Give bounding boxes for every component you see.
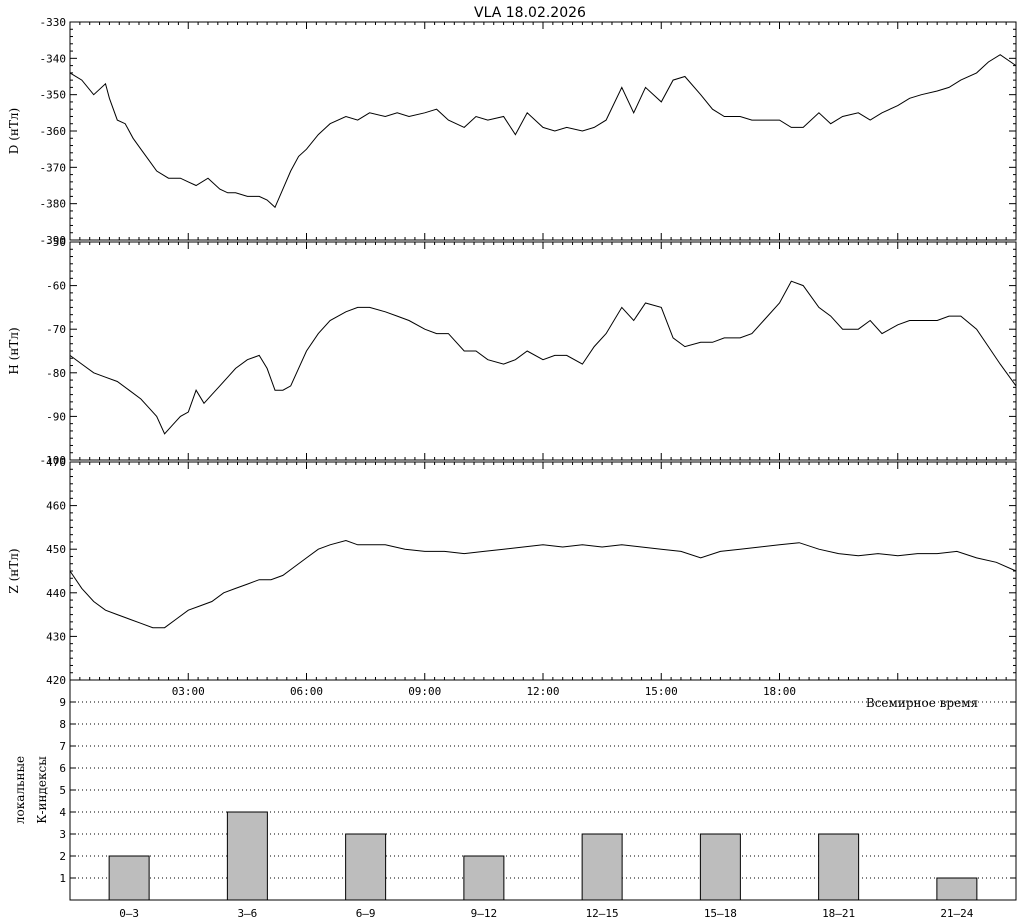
y-tick-label: -100 <box>40 454 67 467</box>
y-tick-label: 6 <box>59 762 66 775</box>
y-tick-label: 4 <box>59 806 66 819</box>
category-label: 3–6 <box>237 907 257 920</box>
category-label: 18–21 <box>822 907 855 920</box>
y-tick-label: -90 <box>46 410 66 423</box>
x-tick-label: 15:00 <box>645 685 678 698</box>
k-index-bar <box>226 811 268 901</box>
y-tick-label: -60 <box>46 280 66 293</box>
k-index-bar <box>936 877 978 901</box>
y-axis-label: D (нТл) <box>7 108 21 154</box>
k-index-bar <box>581 833 623 901</box>
y-tick-label: 5 <box>59 784 66 797</box>
y-axis-label: Z (нТл) <box>7 548 21 593</box>
y-tick-label: -390 <box>40 234 67 247</box>
panel-frame <box>69 679 1017 901</box>
k-index-bar <box>108 855 150 901</box>
category-label: 0–3 <box>119 907 139 920</box>
panel-frame <box>69 241 1017 461</box>
k-index-bar <box>345 833 387 901</box>
series-line <box>69 280 1017 435</box>
k-index-bar <box>818 833 860 901</box>
y-tick-label: 440 <box>46 587 66 600</box>
y-tick-label: -340 <box>40 52 67 65</box>
y-tick-label: -80 <box>46 367 66 380</box>
category-label: 21–24 <box>940 907 973 920</box>
k-index-bar <box>463 855 505 901</box>
y-tick-label: 430 <box>46 630 66 643</box>
chart-title: VLA 18.02.2026 <box>474 5 586 21</box>
y-tick-label: 450 <box>46 543 66 556</box>
x-tick-label: 06:00 <box>290 685 323 698</box>
y-tick-label: -330 <box>40 16 67 29</box>
y-axis-label: К-индексы <box>35 756 49 824</box>
panel-1: -50 -60 -70 -80 -90 -100 H (нТл) <box>7 236 1017 467</box>
x-tick-label: 12:00 <box>526 685 559 698</box>
y-tick-label: 1 <box>59 872 66 885</box>
panel-frame <box>69 21 1017 241</box>
x-axis-label: Всемирное время <box>866 696 978 710</box>
y-tick-label: 420 <box>46 674 66 687</box>
y-tick-label: 2 <box>59 850 66 863</box>
y-tick-label: 8 <box>59 718 66 731</box>
x-tick-label: 18:00 <box>763 685 796 698</box>
k-index-bar <box>699 833 741 901</box>
y-tick-label: 9 <box>59 696 66 709</box>
y-tick-label: -70 <box>46 323 66 336</box>
y-tick-label: -370 <box>40 161 67 174</box>
panel-0: -330 -340 -350 -360 -370 -380 -390 D (нТл) <box>7 16 1017 247</box>
series-line <box>69 539 1017 629</box>
panel-frame <box>69 461 1017 681</box>
y-tick-label: 460 <box>46 500 66 513</box>
y-tick-label: 3 <box>59 828 66 841</box>
panel-2: 470 460 450 440 430 420 Z (нТл) <box>7 456 1017 687</box>
y-tick-label: 470 <box>46 456 66 469</box>
x-tick-label: 03:00 <box>172 685 205 698</box>
series-line <box>69 54 1017 209</box>
y-tick-label: -380 <box>40 198 67 211</box>
y-tick-label: -360 <box>40 125 67 138</box>
x-tick-label: 09:00 <box>408 685 441 698</box>
k-index-panel: 1 2 3 4 5 6 7 8 9 03:00 06:00 09:00 12:00 15:00 18:00 В… <box>13 679 1017 920</box>
category-label: 15–18 <box>704 907 737 920</box>
category-label: 12–15 <box>586 907 619 920</box>
category-label: 6–9 <box>356 907 376 920</box>
y-axis-label: локальные <box>13 756 27 824</box>
category-label: 9–12 <box>471 907 498 920</box>
plot-layer: -330 -340 -350 -360 -370 -380 -390 D (нТл) -50 -6… <box>7 16 1017 920</box>
y-tick-label: -350 <box>40 89 67 102</box>
y-tick-label: 7 <box>59 740 66 753</box>
y-axis-label: H (нТл) <box>7 327 21 374</box>
y-tick-label: -50 <box>46 236 66 249</box>
